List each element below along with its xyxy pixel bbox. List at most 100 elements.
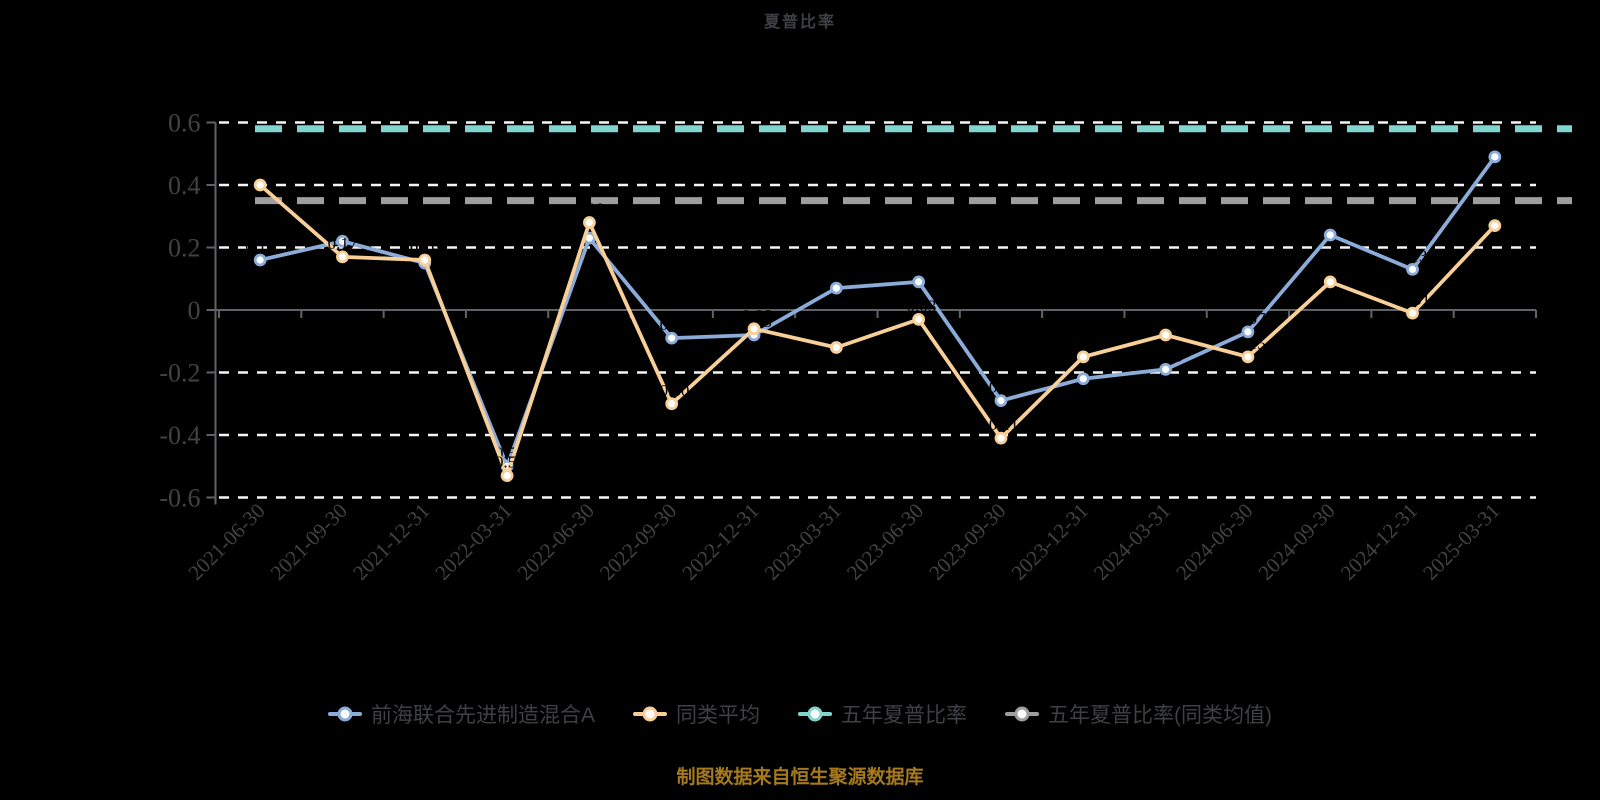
data-point-marker[interactable] xyxy=(418,253,432,267)
data-point-marker[interactable] xyxy=(1241,350,1255,364)
data-point-label: 0.15 xyxy=(410,240,440,259)
data-point-label: 0.17 xyxy=(328,234,358,253)
data-point-marker[interactable] xyxy=(253,178,267,192)
y-axis-label: 0 xyxy=(188,296,201,325)
legend-label: 五年夏普比率(同类均值) xyxy=(1048,704,1272,727)
data-point-marker[interactable] xyxy=(1323,228,1337,242)
x-axis-label: 2024-03-31 xyxy=(1089,499,1175,585)
y-axis: 0.6 0.4 0.2 0 -0.2 -0.4 -0.6 xyxy=(159,109,217,513)
legend-label: 五年夏普比率 xyxy=(841,704,967,727)
data-point-label: 0.49 xyxy=(1480,134,1510,153)
x-axis-label: 2024-09-30 xyxy=(1253,499,1339,585)
data-point-marker[interactable] xyxy=(1076,350,1090,364)
data-point-label: 0.13 xyxy=(1398,246,1428,265)
y-axis-label: -0.6 xyxy=(159,484,200,513)
legend-line-dot-icon xyxy=(633,706,667,722)
x-axis-label: 2024-06-30 xyxy=(1171,499,1257,585)
legend-label: 同类平均 xyxy=(676,704,760,727)
data-point-marker[interactable] xyxy=(500,469,514,483)
data-point-marker[interactable] xyxy=(1323,275,1337,289)
data-point-label: -0.01 xyxy=(1395,290,1430,309)
series-category-average: 0.40 0.17 0.16 -0.53 0.28 -0.30 -0.06 -0.12 -0.0… xyxy=(245,162,1510,483)
data-point-label: -0.15 xyxy=(1066,334,1101,353)
data-point-label: 0.16 xyxy=(410,237,440,256)
data-point-marker[interactable] xyxy=(1241,325,1255,339)
legend-line-dot-icon xyxy=(327,706,362,722)
y-axis-label: 0.6 xyxy=(168,109,201,138)
data-point-label: -0.19 xyxy=(1148,346,1183,365)
data-point-label: -0.03 xyxy=(901,296,936,315)
x-axis-label: 2023-09-30 xyxy=(924,499,1010,585)
y-axis-label: -0.4 xyxy=(159,421,200,450)
data-point-marker[interactable] xyxy=(1159,362,1172,376)
y-axis-label: 0.4 xyxy=(168,171,201,200)
data-point-marker[interactable] xyxy=(1406,306,1419,320)
legend-line-dot-icon xyxy=(1005,706,1039,722)
data-point-marker[interactable] xyxy=(912,275,926,289)
data-point-marker[interactable] xyxy=(994,394,1008,408)
data-point-marker[interactable] xyxy=(1159,328,1172,342)
data-point-marker[interactable] xyxy=(1488,219,1502,233)
x-axis-label: 2022-09-30 xyxy=(595,499,681,585)
data-point-marker[interactable] xyxy=(1406,262,1419,276)
data-point-label: 0.22 xyxy=(328,218,358,237)
legend: 前海联合先进制造混合A 同类平均 五年夏普比率 五年夏普比率(同类均值) xyxy=(0,699,1600,729)
data-point-marker[interactable] xyxy=(829,281,843,295)
data-point-label: -0.22 xyxy=(1066,356,1101,375)
x-axis-label: 2022-06-30 xyxy=(513,499,599,585)
legend-item-5y-sharpe[interactable]: 五年夏普比率 xyxy=(798,699,967,729)
data-point-marker[interactable] xyxy=(583,216,596,229)
data-point-label: -0.29 xyxy=(983,378,1018,397)
x-axis-label: 2025-03-31 xyxy=(1418,499,1504,585)
data-point-marker[interactable] xyxy=(829,341,843,354)
chart-title: 夏普比率 xyxy=(763,14,836,31)
data-point-label: -0.30 xyxy=(654,381,689,400)
data-point-label: 0.28 xyxy=(575,200,605,219)
data-point-label: -0.08 xyxy=(1148,312,1183,331)
data-point-marker[interactable] xyxy=(912,312,926,326)
data-point-marker[interactable] xyxy=(1076,372,1090,386)
data-point-label: 0.07 xyxy=(821,265,851,284)
legend-item-5y-sharpe-category-mean[interactable]: 五年夏普比率(同类均值) xyxy=(1005,699,1272,729)
x-axis-label: 2021-12-31 xyxy=(348,499,434,585)
legend-item-fund[interactable]: 前海联合先进制造混合A xyxy=(327,699,595,729)
data-point-label: 0.40 xyxy=(245,162,275,181)
data-point-label: -0.06 xyxy=(736,306,771,325)
x-axis-label: 2021-09-30 xyxy=(266,499,352,585)
data-point-label: -0.12 xyxy=(819,325,854,344)
data-point-label: 0.09 xyxy=(1315,259,1345,278)
y-axis-label: 0.2 xyxy=(168,234,201,263)
data-point-label: -0.08 xyxy=(736,312,771,331)
data-point-marker[interactable] xyxy=(336,250,349,264)
y-axis-label: -0.2 xyxy=(159,359,200,388)
data-point-marker[interactable] xyxy=(665,331,679,345)
x-axis: 2021-06-302021-09-302021-12-312022-03-31… xyxy=(183,309,1537,585)
x-axis-label: 2023-06-30 xyxy=(842,499,928,585)
legend-line-dot-icon xyxy=(798,706,832,722)
data-point-label: -0.09 xyxy=(654,315,689,334)
data-source-caption: 制图数据来自恒生聚源数据库 xyxy=(676,767,924,788)
data-point-label: 0.09 xyxy=(904,259,934,278)
data-point-marker[interactable] xyxy=(336,234,349,248)
data-point-label: 0.24 xyxy=(1315,212,1345,231)
data-point-marker[interactable] xyxy=(994,431,1008,445)
data-point-marker[interactable] xyxy=(253,253,267,267)
data-point-marker[interactable] xyxy=(1488,150,1502,164)
data-point-label: -0.53 xyxy=(489,453,524,472)
legend-item-category-average[interactable]: 同类平均 xyxy=(633,699,760,729)
data-point-label: 0.27 xyxy=(1480,203,1510,222)
data-point-label: -0.41 xyxy=(983,415,1018,434)
x-axis-label: 2022-03-31 xyxy=(430,499,516,585)
data-point-label: -0.15 xyxy=(1230,334,1265,353)
x-axis-label: 2024-12-31 xyxy=(1336,499,1422,585)
data-point-label: 0.16 xyxy=(245,237,275,256)
legend-label: 前海联合先进制造混合A xyxy=(370,704,595,727)
series-line xyxy=(258,183,1497,478)
data-point-marker[interactable] xyxy=(747,322,761,336)
x-axis-label: 2023-12-31 xyxy=(1007,499,1093,585)
x-axis-label: 2022-12-31 xyxy=(677,499,763,585)
data-point-marker[interactable] xyxy=(665,397,679,411)
x-axis-label: 2023-03-31 xyxy=(760,499,846,585)
